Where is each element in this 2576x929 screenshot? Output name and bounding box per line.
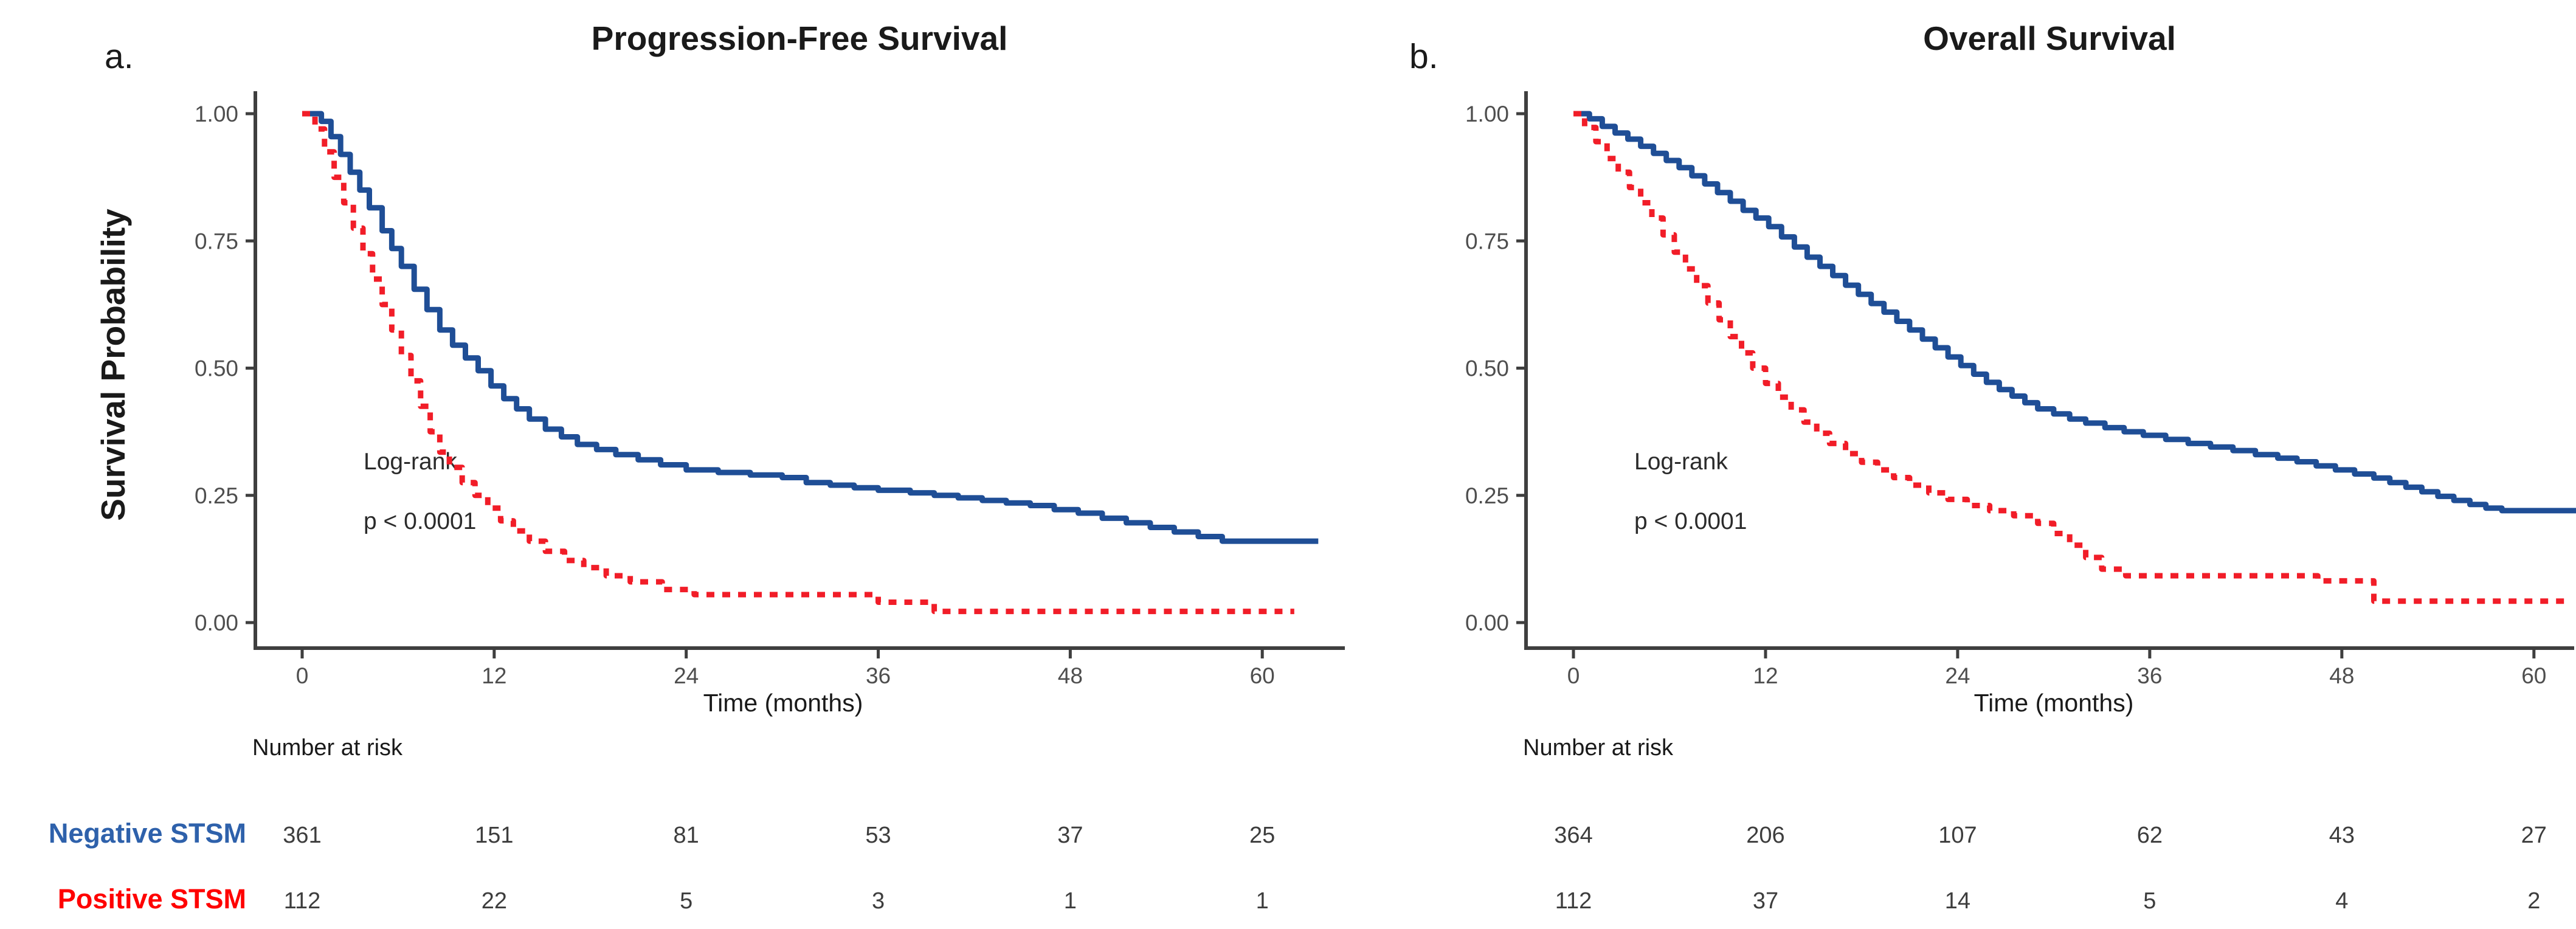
y-tick-label: 0.50 bbox=[1465, 356, 1509, 381]
x-tick-label: 24 bbox=[674, 663, 699, 688]
risk-number: 27 bbox=[2521, 823, 2547, 848]
risk-number: 112 bbox=[1555, 888, 1592, 914]
panel-a-x-axis-title: Time (months) bbox=[703, 689, 863, 717]
x-tick-label: 48 bbox=[2329, 663, 2354, 688]
x-tick-label: 0 bbox=[296, 663, 309, 688]
panel-b-title: Overall Survival bbox=[1923, 19, 2176, 57]
y-tick-label: 1.00 bbox=[195, 102, 238, 126]
panel-a-y-axis-title: Survival Probability bbox=[94, 209, 132, 521]
risk-number: 37 bbox=[1753, 888, 1778, 914]
panel-a: a. Progression-Free Survival Survival Pr… bbox=[49, 19, 1345, 914]
km-curve-positive-stsm bbox=[302, 111, 1294, 615]
y-tick-label: 0.00 bbox=[1465, 610, 1509, 635]
risk-row-label-positive-stsm: Positive STSM bbox=[58, 883, 246, 914]
km-curve-positive-stsm bbox=[1573, 111, 2566, 604]
y-tick-label: 0.25 bbox=[195, 483, 238, 508]
risk-number: 1 bbox=[1256, 888, 1269, 914]
risk-number: 4 bbox=[2335, 888, 2348, 914]
x-tick-label: 12 bbox=[482, 663, 506, 688]
y-tick-label: 0.75 bbox=[1465, 229, 1509, 254]
risk-row-label-negative-stsm: Negative STSM bbox=[49, 818, 246, 849]
y-tick-label: 1.00 bbox=[1465, 102, 1509, 126]
panel-b-pvalue-label: p < 0.0001 bbox=[1634, 508, 1747, 534]
risk-number: 25 bbox=[1249, 823, 1275, 848]
y-tick-label: 0.75 bbox=[195, 229, 238, 254]
risk-number: 151 bbox=[475, 823, 513, 848]
risk-number: 43 bbox=[2329, 823, 2355, 848]
km-curve-negative-stsm bbox=[302, 111, 1319, 544]
risk-number: 112 bbox=[284, 888, 321, 914]
x-tick-label: 60 bbox=[2521, 663, 2546, 688]
risk-number: 53 bbox=[865, 823, 891, 848]
panel-b-logrank-label: Log-rank bbox=[1634, 449, 1728, 475]
x-tick-label: 60 bbox=[1250, 663, 1275, 688]
risk-number: 5 bbox=[2143, 888, 2156, 914]
km-curve-negative-stsm bbox=[1573, 111, 2576, 514]
risk-number: 62 bbox=[2137, 823, 2163, 848]
y-tick-label: 0.00 bbox=[195, 610, 238, 635]
risk-number: 37 bbox=[1057, 823, 1083, 848]
panel-a-title: Progression-Free Survival bbox=[592, 19, 1008, 57]
x-tick-label: 48 bbox=[1058, 663, 1083, 688]
risk-number: 2 bbox=[2527, 888, 2540, 914]
risk-number: 3 bbox=[872, 888, 885, 914]
x-tick-label: 0 bbox=[1567, 663, 1580, 688]
risk-number: 22 bbox=[482, 888, 507, 914]
risk-number: 1 bbox=[1064, 888, 1077, 914]
panel-a-letter: a. bbox=[105, 37, 134, 76]
y-tick-label: 0.50 bbox=[195, 356, 238, 381]
risk-number: 14 bbox=[1945, 888, 1970, 914]
risk-number: 364 bbox=[1554, 823, 1592, 848]
panel-b-x-axis-title: Time (months) bbox=[1974, 689, 2134, 717]
risk-number: 5 bbox=[680, 888, 692, 914]
x-tick-label: 36 bbox=[866, 663, 891, 688]
panel-b-risk-header: Number at risk bbox=[1523, 735, 1674, 761]
risk-number: 107 bbox=[1938, 823, 1977, 848]
y-tick-label: 0.25 bbox=[1465, 483, 1509, 508]
x-tick-label: 12 bbox=[1753, 663, 1778, 688]
panel-b-letter: b. bbox=[1409, 37, 1438, 76]
risk-number: 81 bbox=[674, 823, 699, 848]
panel-b: b. Overall Survival Time (months) Log-ra… bbox=[1409, 19, 2576, 914]
risk-number: 361 bbox=[283, 823, 321, 848]
panel-a-pvalue-label: p < 0.0001 bbox=[364, 508, 476, 534]
x-tick-label: 36 bbox=[2137, 663, 2162, 688]
risk-number: 206 bbox=[1746, 823, 1784, 848]
x-tick-label: 24 bbox=[1945, 663, 1970, 688]
panel-a-risk-header: Number at risk bbox=[252, 735, 403, 761]
